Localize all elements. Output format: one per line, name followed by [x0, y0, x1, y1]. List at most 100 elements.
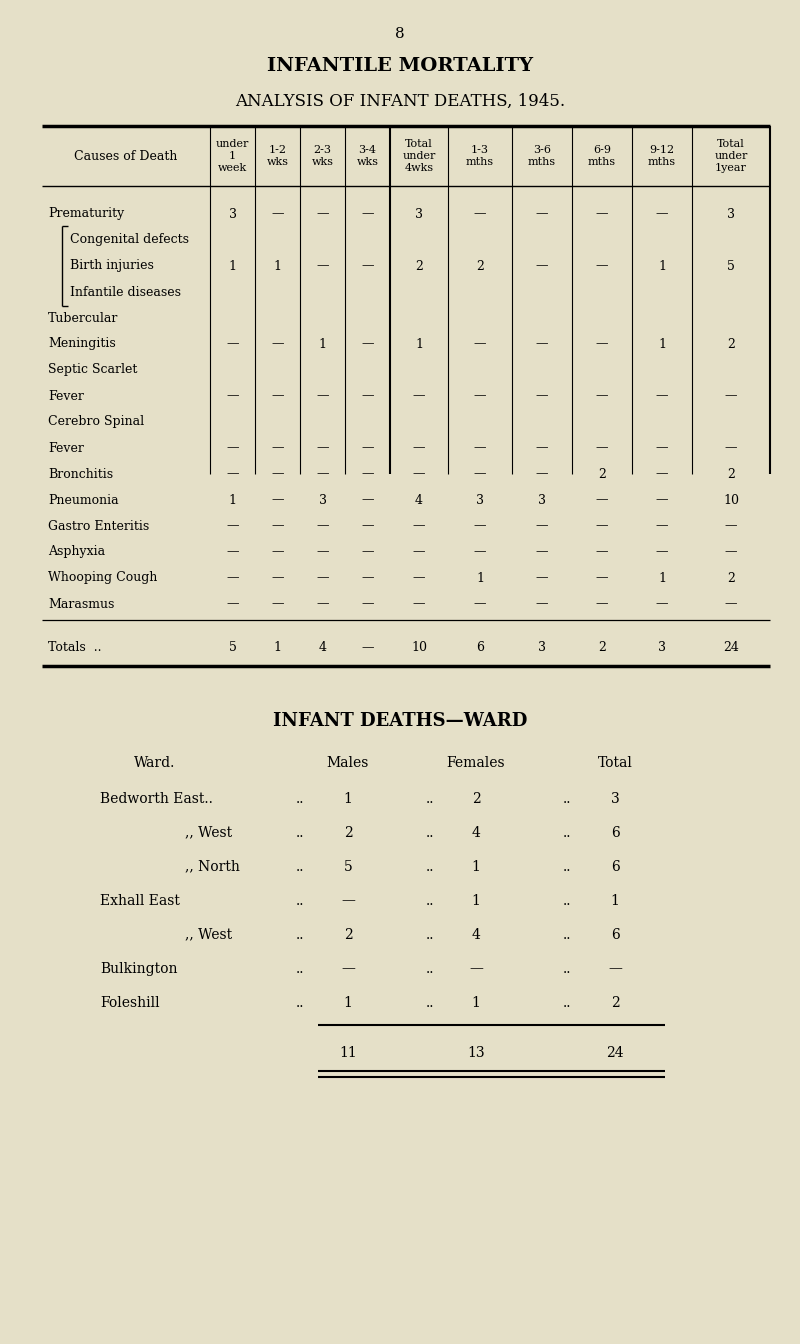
- Text: ..: ..: [296, 961, 304, 976]
- Text: —: —: [316, 390, 329, 402]
- Text: —: —: [226, 598, 238, 610]
- Text: 4: 4: [471, 927, 481, 942]
- Text: —: —: [413, 520, 426, 532]
- Text: —: —: [536, 337, 548, 351]
- Text: 1: 1: [274, 259, 282, 273]
- Text: Marasmus: Marasmus: [48, 598, 114, 610]
- Text: Bedworth East..: Bedworth East..: [100, 792, 213, 805]
- Text: —: —: [362, 493, 374, 507]
- Text: 24: 24: [723, 641, 739, 655]
- Text: —: —: [316, 441, 329, 454]
- Text: 3: 3: [538, 493, 546, 507]
- Text: —: —: [271, 520, 284, 532]
- Text: —: —: [316, 468, 329, 481]
- Text: 3: 3: [658, 641, 666, 655]
- Text: —: —: [656, 493, 668, 507]
- Text: ,, West: ,, West: [185, 927, 232, 942]
- Text: 24: 24: [606, 1046, 624, 1059]
- Text: —: —: [362, 441, 374, 454]
- Text: Foleshill: Foleshill: [100, 996, 160, 1009]
- Text: ..: ..: [562, 792, 571, 805]
- Text: 2: 2: [344, 825, 352, 840]
- Text: ..: ..: [426, 996, 434, 1009]
- Text: —: —: [362, 598, 374, 610]
- Text: Whooping Cough: Whooping Cough: [48, 571, 158, 585]
- Text: 1: 1: [343, 792, 353, 805]
- Text: —: —: [474, 390, 486, 402]
- Text: 10: 10: [411, 641, 427, 655]
- Text: Pneumonia: Pneumonia: [48, 493, 118, 507]
- Text: 6: 6: [476, 641, 484, 655]
- Text: 1: 1: [610, 894, 619, 907]
- Text: ..: ..: [296, 996, 304, 1009]
- Text: —: —: [536, 520, 548, 532]
- Text: Total
under
4wks: Total under 4wks: [402, 138, 436, 173]
- Text: —: —: [596, 207, 608, 220]
- Text: 3: 3: [415, 207, 423, 220]
- Text: —: —: [341, 961, 355, 976]
- Text: Ward.: Ward.: [134, 755, 176, 770]
- Text: —: —: [656, 598, 668, 610]
- Text: —: —: [226, 520, 238, 532]
- Text: Causes of Death: Causes of Death: [74, 149, 178, 163]
- Text: —: —: [596, 337, 608, 351]
- Text: —: —: [725, 520, 738, 532]
- Text: ..: ..: [426, 927, 434, 942]
- Text: 5: 5: [229, 641, 237, 655]
- Text: —: —: [474, 207, 486, 220]
- Text: 5: 5: [727, 259, 735, 273]
- Text: —: —: [725, 598, 738, 610]
- Text: ,, North: ,, North: [185, 860, 240, 874]
- Text: 1: 1: [318, 337, 326, 351]
- Text: Meningitis: Meningitis: [48, 337, 116, 351]
- Text: —: —: [474, 598, 486, 610]
- Text: ..: ..: [296, 894, 304, 907]
- Text: Tubercular: Tubercular: [48, 312, 118, 324]
- Text: —: —: [271, 390, 284, 402]
- Text: Infantile diseases: Infantile diseases: [70, 285, 181, 298]
- Text: 1: 1: [471, 894, 481, 907]
- Text: 2: 2: [610, 996, 619, 1009]
- Text: —: —: [656, 441, 668, 454]
- Text: 1: 1: [274, 641, 282, 655]
- Text: —: —: [536, 207, 548, 220]
- Text: 1-3
mths: 1-3 mths: [466, 145, 494, 167]
- Text: 1: 1: [471, 996, 481, 1009]
- Text: —: —: [271, 441, 284, 454]
- Text: —: —: [226, 441, 238, 454]
- Text: 2: 2: [598, 641, 606, 655]
- Text: 9-12
mths: 9-12 mths: [648, 145, 676, 167]
- Text: Congenital defects: Congenital defects: [70, 234, 189, 246]
- Text: —: —: [316, 207, 329, 220]
- Text: —: —: [271, 571, 284, 585]
- Text: —: —: [413, 390, 426, 402]
- Text: —: —: [362, 546, 374, 559]
- Text: —: —: [536, 546, 548, 559]
- Text: 3: 3: [229, 207, 237, 220]
- Text: 11: 11: [339, 1046, 357, 1059]
- Text: 8: 8: [395, 27, 405, 42]
- Text: 1: 1: [658, 259, 666, 273]
- Text: INFANTILE MORTALITY: INFANTILE MORTALITY: [267, 56, 533, 75]
- Text: —: —: [596, 493, 608, 507]
- Text: ..: ..: [562, 860, 571, 874]
- Text: —: —: [316, 520, 329, 532]
- Text: Cerebro Spinal: Cerebro Spinal: [48, 415, 144, 429]
- Text: ..: ..: [562, 825, 571, 840]
- Text: —: —: [536, 259, 548, 273]
- Text: 3-4
wks: 3-4 wks: [357, 145, 378, 167]
- Text: —: —: [413, 598, 426, 610]
- Text: ..: ..: [562, 996, 571, 1009]
- Text: 2: 2: [727, 468, 735, 481]
- Text: 2: 2: [727, 571, 735, 585]
- Text: 1: 1: [658, 337, 666, 351]
- Text: —: —: [271, 598, 284, 610]
- Text: —: —: [536, 441, 548, 454]
- Text: ..: ..: [426, 894, 434, 907]
- Text: 1: 1: [415, 337, 423, 351]
- Text: ..: ..: [426, 961, 434, 976]
- Text: Females: Females: [446, 755, 506, 770]
- Text: —: —: [474, 520, 486, 532]
- Text: —: —: [596, 259, 608, 273]
- Text: —: —: [362, 259, 374, 273]
